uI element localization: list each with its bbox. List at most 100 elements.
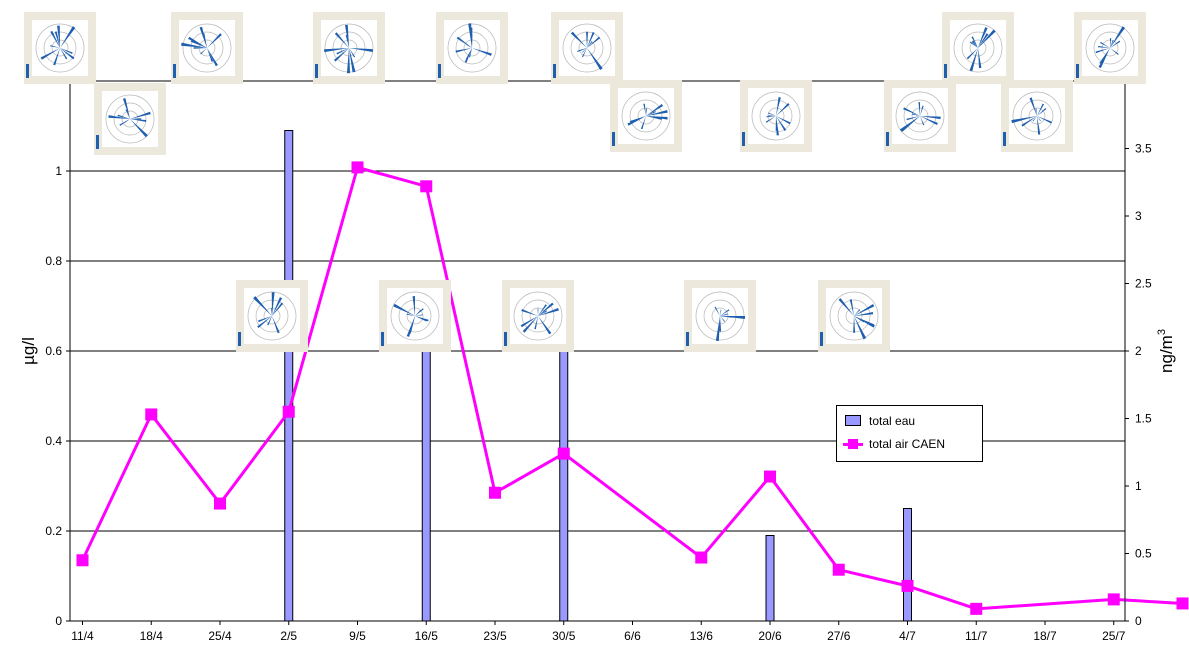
wind-rose-petal [911,113,920,116]
wind-rose-petal [1029,97,1037,116]
wind-rose-ring [521,299,555,333]
wind-rose-petal [257,316,272,329]
wind-rose-petal [920,105,924,116]
wind-rose-ring [695,291,745,341]
wind-rose-petal [587,48,603,71]
wind-rose-petal [1095,48,1110,54]
wind-rose-petal [130,111,151,119]
right-tick-label: 2 [1135,344,1142,358]
wind-rose-petal [415,316,427,322]
wind-rose-scale-bar [742,132,745,146]
wind-rose-petal [581,48,587,58]
wind-rose-petal [1032,116,1037,122]
wind-rose-scale-bar [26,64,29,78]
wind-rose-ring [1085,23,1135,73]
wind-rose-petal [643,103,646,116]
wind-rose-petal [853,316,856,333]
wind-rose-petal [54,31,60,48]
marker-2-5 [282,405,295,418]
wind-rose-petal [455,48,472,53]
wind-rose-icon [236,280,308,352]
series-line [81,165,1183,611]
marker-30-5 [557,447,570,460]
wind-rose-petal [130,119,148,138]
wind-rose-scale-bar [315,64,318,78]
wind-rose-icon [610,80,682,152]
wind-rose-petal [646,116,662,120]
wind-rose-petal [207,33,222,48]
wind-rose-petal [253,296,272,316]
wind-rose-petal [53,48,60,66]
wind-rose-petal [978,48,982,69]
wind-rose-icon [1074,12,1146,84]
wind-rose-icon [171,12,243,84]
wind-rose-ring [969,39,987,57]
wind-rose-ring [637,107,655,125]
wind-rose-icon [1001,80,1073,152]
wind-rose-petal [646,116,668,120]
wind-rose-petal [1110,40,1121,48]
wind-rose-petal [587,41,593,48]
right-tick-label: 1 [1135,479,1142,493]
wind-rose-petal [978,27,988,48]
wind-rose-icon [24,12,96,84]
wind-rose-petal [776,116,787,131]
wind-rose-petal [538,302,554,316]
wind-rose-ring [182,23,232,73]
wind-rose-petal [1011,116,1037,124]
wind-rose-petal [768,115,776,117]
legend-label-total-air-caen: total air CAEN [869,437,946,451]
wind-rose-petal [415,308,424,316]
marker-11-7 [970,602,983,615]
wind-rose-ring [895,91,945,141]
wind-rose-ring [759,99,793,133]
wind-rose-petal [202,33,207,48]
wind-rose-petal [200,48,207,55]
wind-rose-petal [720,313,728,316]
bar-2-5 [284,130,294,622]
wind-rose-petal [349,48,356,73]
wind-rose-petal [538,310,548,316]
wind-rose-ring [953,23,1003,73]
wind-rose-petal [393,303,415,316]
wind-rose-petal [1037,116,1041,135]
wind-rose-petal [640,116,646,130]
wind-rose-scale-bar [96,135,99,149]
wind-rose-petal [720,309,730,316]
wind-rose-petal [776,116,791,125]
marker-25-4 [214,497,226,510]
wind-rose-ring [961,31,995,65]
wind-rose-petal [188,36,207,48]
wind-rose-petal [1035,108,1037,116]
wind-rose-petal [344,24,349,48]
wind-rose-petal [538,316,552,335]
wind-rose-icon [684,280,756,352]
wind-rose-scale-bar [553,64,556,78]
wind-rose-petal [60,48,73,54]
right-tick-label: 0 [1135,614,1142,628]
x-tick-label: 30/5 [552,629,576,643]
wind-rose-petal [978,33,989,48]
marker-13-6 [695,551,708,564]
wind-rose-petal [849,299,854,316]
wind-rose-petal [346,48,350,74]
marker-4-7 [901,579,914,592]
x-tick-label: 18/4 [140,629,164,643]
wind-rose-petal [900,116,920,132]
x-tick-label: 6/6 [624,629,641,643]
bar-16-5 [421,328,431,622]
wind-rose-petal [920,116,941,120]
wind-rose-petal [406,313,415,316]
wind-rose-scale-bar [886,132,889,146]
wind-rose-scale-bar [944,64,947,78]
wind-rose-petal [472,48,492,56]
wind-rose-petal [766,116,776,118]
wind-rose-petal [334,32,349,48]
wind-rose-icon [313,12,385,84]
wind-rose-petal [1037,116,1052,124]
wind-rose-petal [207,48,218,67]
wind-roses [24,12,1146,352]
wind-rose-petal [776,97,781,116]
wind-rose-icon [379,280,451,352]
wind-rose-petal [181,42,207,48]
